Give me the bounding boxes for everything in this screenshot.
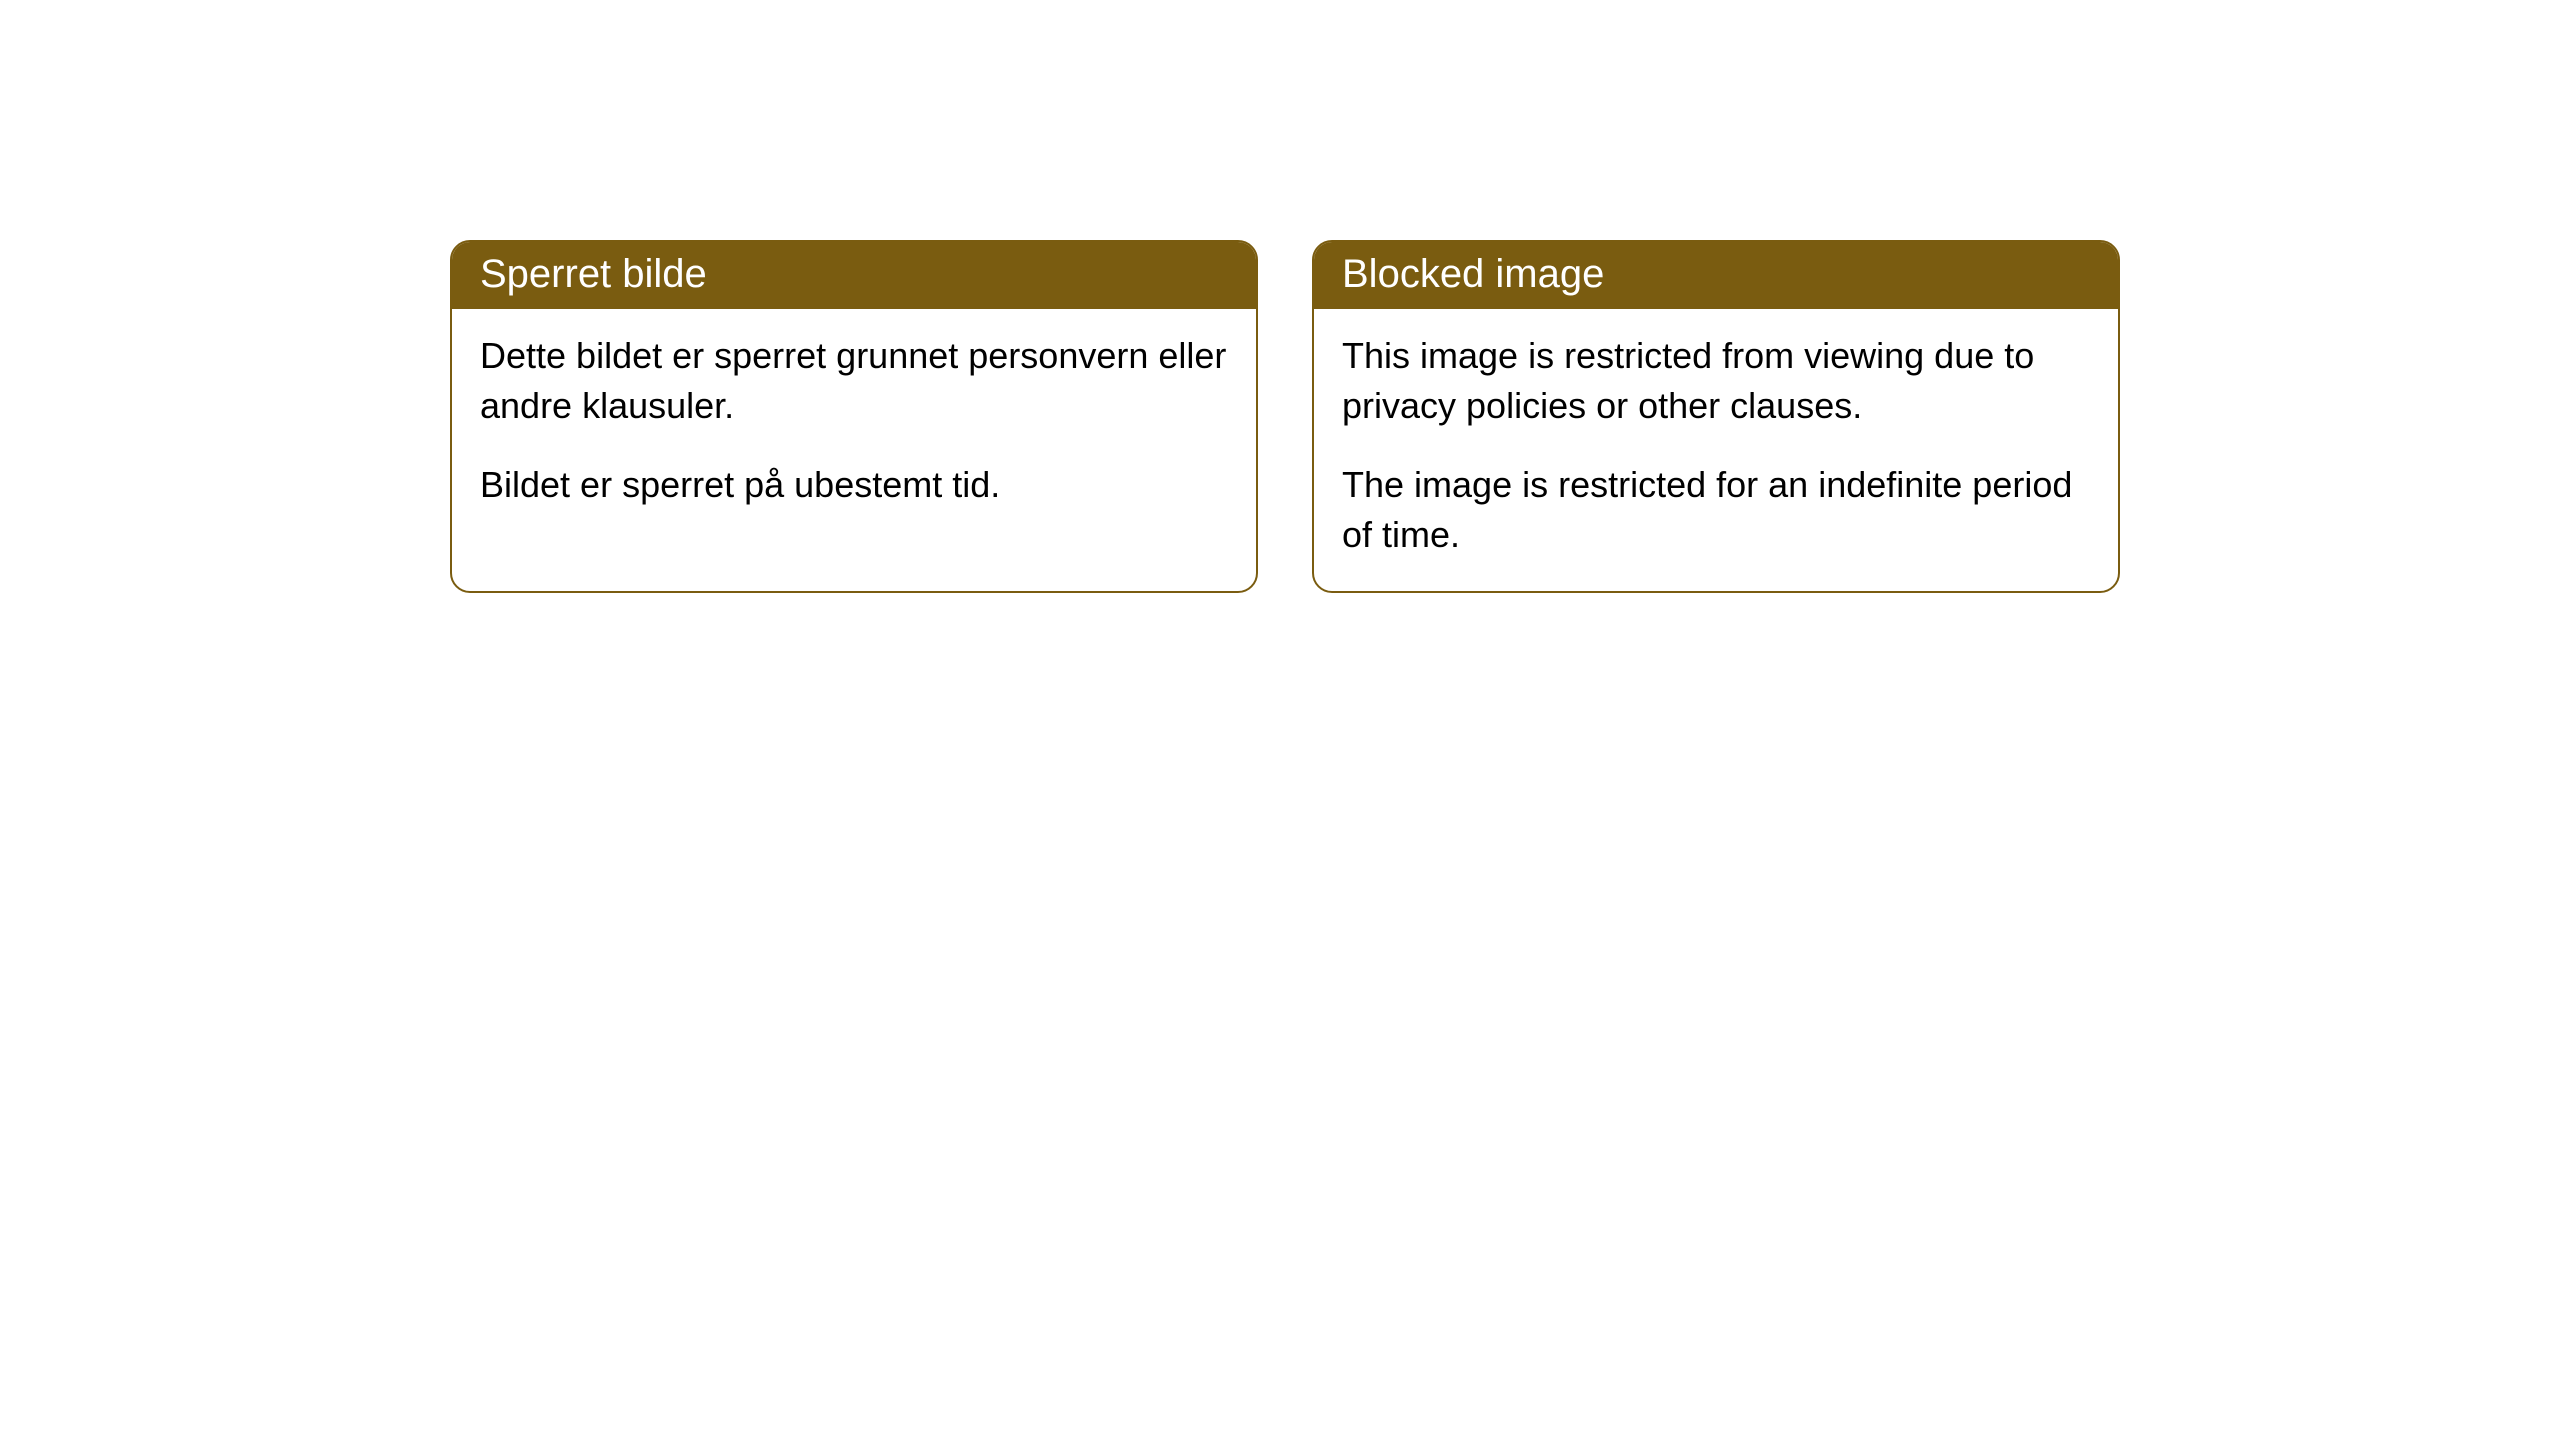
notice-cards-container: Sperret bilde Dette bildet er sperret gr… — [450, 240, 2560, 593]
card-text-english-1: This image is restricted from viewing du… — [1342, 331, 2090, 432]
card-header-english: Blocked image — [1314, 242, 2118, 309]
card-text-norwegian-2: Bildet er sperret på ubestemt tid. — [480, 460, 1228, 510]
blocked-image-card-english: Blocked image This image is restricted f… — [1312, 240, 2120, 593]
card-body-english: This image is restricted from viewing du… — [1314, 309, 2118, 591]
card-text-english-2: The image is restricted for an indefinit… — [1342, 460, 2090, 561]
blocked-image-card-norwegian: Sperret bilde Dette bildet er sperret gr… — [450, 240, 1258, 593]
card-body-norwegian: Dette bildet er sperret grunnet personve… — [452, 309, 1256, 588]
card-text-norwegian-1: Dette bildet er sperret grunnet personve… — [480, 331, 1228, 432]
card-header-norwegian: Sperret bilde — [452, 242, 1256, 309]
